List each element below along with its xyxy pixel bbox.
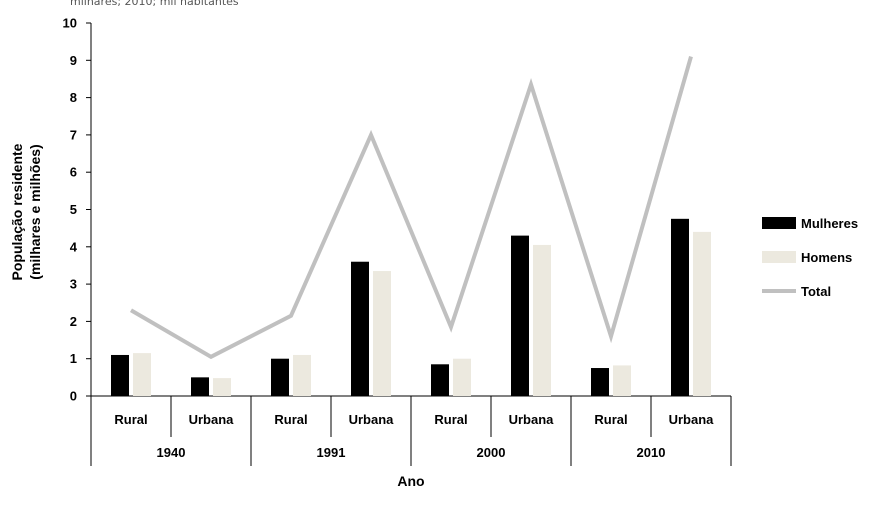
legend: Mulheres Homens Total: [762, 216, 858, 299]
x-category-label: Rural: [434, 412, 467, 427]
bar-homens: [293, 354, 311, 396]
x-group-label: 2010: [637, 445, 666, 460]
y-tick-label: 10: [63, 16, 77, 31]
x-category-label: Rural: [114, 412, 147, 427]
bar-mulheres: [671, 218, 689, 396]
x-category-label: Urbana: [509, 412, 555, 427]
axes: 0 1 2 3 4 5 6 7 8 9 10 Rural Urbana Rural Urbana Rural U…: [63, 16, 732, 466]
x-group-label: 1991: [317, 445, 346, 460]
bar-mulheres: [431, 364, 449, 396]
bar-homens: [373, 271, 391, 396]
bars: [111, 218, 711, 396]
y-tick-label: 0: [70, 389, 77, 404]
legend-label-homens: Homens: [801, 250, 852, 265]
x-category-label: Urbana: [669, 412, 715, 427]
legend-label-mulheres: Mulheres: [801, 216, 858, 231]
bar-mulheres: [591, 368, 609, 396]
y-tick-label: 9: [70, 53, 77, 68]
bar-homens: [133, 353, 151, 396]
x-category-label: Urbana: [189, 412, 235, 427]
y-axis-title-line1: População residente: [9, 143, 25, 280]
x-category-label: Rural: [594, 412, 627, 427]
bar-homens: [533, 244, 551, 396]
bar-homens: [693, 231, 711, 396]
bar-homens: [213, 378, 231, 396]
x-group-label: 1940: [157, 445, 186, 460]
y-tick-label: 5: [70, 202, 77, 217]
x-group-label: 2000: [477, 445, 506, 460]
x-axis-title: Ano: [397, 473, 424, 489]
x-category-label: Rural: [274, 412, 307, 427]
total-line: [129, 56, 693, 360]
axis-labels: População residente (milhares e milhões)…: [9, 143, 425, 489]
y-tick-label: 2: [70, 314, 77, 329]
top-partial-text: milhares; 2010; mil habitantes: [70, 0, 239, 8]
y-tick-label: 3: [70, 277, 77, 292]
y-tick-label: 4: [70, 239, 78, 254]
y-axis-title-line2: (milhares e milhões): [27, 144, 43, 279]
bar-mulheres: [111, 354, 129, 396]
y-tick-label: 6: [70, 165, 77, 180]
y-tick-label: 1: [70, 351, 77, 366]
bar-mulheres: [511, 235, 529, 396]
bar-homens: [453, 358, 471, 396]
legend-swatch-mulheres: [762, 217, 796, 229]
legend-swatch-homens: [762, 251, 796, 263]
y-tick-label: 8: [70, 90, 77, 105]
bar-mulheres: [191, 377, 209, 396]
bar-mulheres: [271, 358, 289, 396]
bar-mulheres: [351, 261, 369, 396]
bar-homens: [613, 365, 631, 396]
y-tick-label: 7: [70, 127, 77, 142]
x-category-label: Urbana: [349, 412, 395, 427]
legend-label-total: Total: [801, 284, 831, 299]
total-line-layer: [129, 56, 693, 360]
